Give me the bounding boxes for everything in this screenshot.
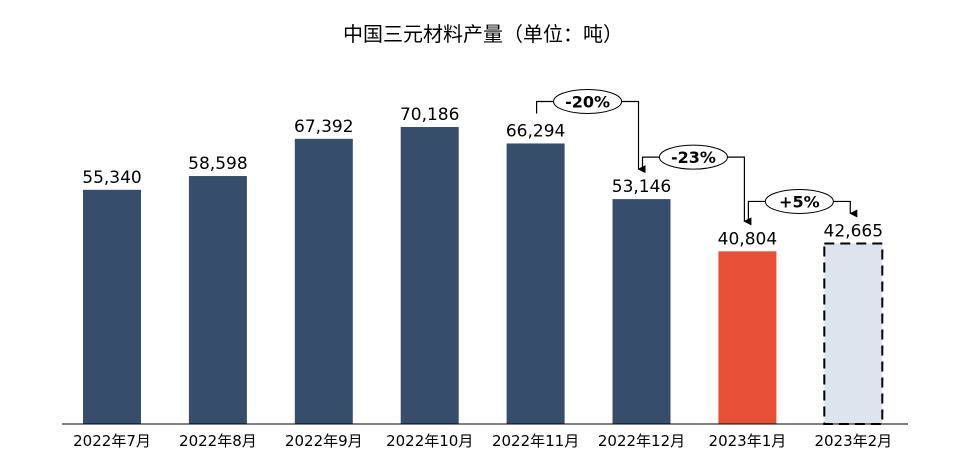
data-label: 67,392: [294, 117, 353, 137]
bar: [612, 199, 671, 424]
bar: [400, 127, 459, 424]
bar: [188, 176, 247, 424]
x-tick-label: 2023年2月: [814, 432, 892, 450]
bar: [718, 251, 777, 424]
change-label: -23%: [671, 148, 716, 167]
bar: [823, 242, 884, 425]
x-tick-label: 2022年12月: [598, 432, 685, 450]
x-tick-label: 2022年10月: [386, 432, 473, 450]
bar: [83, 189, 141, 424]
x-tick-label: 2022年11月: [492, 432, 579, 450]
x-tick-label: 2023年1月: [709, 432, 787, 450]
data-label: 66,294: [506, 121, 565, 141]
change-label: -20%: [565, 92, 610, 111]
data-label: 40,804: [718, 229, 777, 249]
data-label: 58,598: [188, 154, 247, 174]
x-tick-label: 2022年8月: [179, 432, 257, 450]
chart-title: 中国三元材料产量（单位：吨）: [343, 22, 623, 46]
data-label: 70,186: [400, 105, 459, 125]
bar: [294, 138, 353, 424]
change-badge: [658, 144, 728, 170]
data-label: 55,340: [82, 168, 141, 188]
data-label: 53,146: [612, 177, 671, 197]
change-badge: [553, 88, 623, 114]
change-label: +5%: [779, 192, 820, 211]
bar: [506, 143, 565, 425]
x-tick-label: 2022年9月: [285, 432, 363, 450]
x-tick-label: 2022年7月: [73, 432, 151, 450]
data-label: 42,665: [824, 221, 883, 241]
change-badge: [764, 188, 834, 214]
